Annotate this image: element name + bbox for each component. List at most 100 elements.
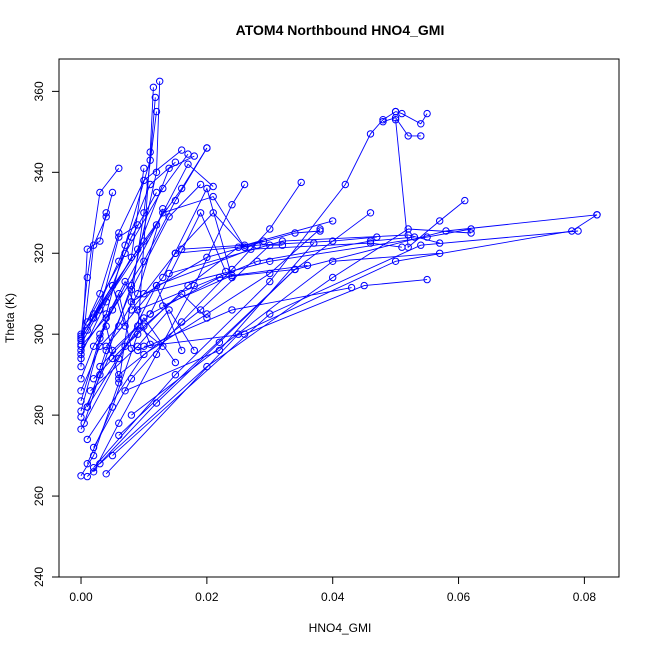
data-point: [77, 350, 85, 359]
data-point: [209, 182, 217, 191]
data-point: [83, 472, 92, 481]
data-point: [297, 178, 305, 187]
data-point: [593, 211, 601, 219]
data-point: [278, 241, 287, 249]
series-line: [86, 212, 371, 477]
series-line: [131, 212, 245, 311]
data-point: [291, 265, 299, 274]
series-line: [93, 155, 195, 319]
data-point: [467, 225, 475, 233]
data-point: [89, 314, 98, 322]
data-point: [134, 306, 142, 314]
data-point: [215, 346, 224, 355]
data-point: [115, 354, 123, 363]
data-point: [146, 156, 154, 164]
data-point: [89, 375, 98, 383]
series-line: [395, 119, 466, 249]
data-point: [149, 83, 158, 92]
data-point: [121, 342, 129, 350]
data-point: [329, 237, 337, 245]
data-point: [196, 306, 205, 314]
series-line: [80, 324, 120, 379]
data-point: [398, 109, 406, 118]
data-point: [266, 257, 274, 265]
data-point: [77, 425, 85, 433]
y-axis-label: Theta (K): [3, 293, 17, 343]
data-point: [329, 273, 337, 282]
data-point: [96, 362, 104, 371]
x-axis: 0.00 0.02 0.04 0.06 0.08: [69, 577, 596, 604]
series-line: [86, 284, 183, 408]
series-line: [118, 214, 598, 436]
x-tick-label: 0.08: [573, 590, 597, 604]
data-point: [574, 227, 582, 235]
data-point: [108, 451, 117, 460]
data-point: [228, 201, 236, 209]
data-point: [171, 371, 180, 379]
series-line: [112, 230, 579, 456]
series-line: [90, 309, 195, 392]
data-point: [228, 273, 236, 282]
data-point: [178, 346, 186, 355]
series-line: [80, 208, 164, 391]
series-line: [168, 234, 440, 274]
data-point: [165, 269, 173, 278]
y-tick-label: 300: [32, 324, 46, 344]
data-point: [196, 209, 205, 217]
data-point: [442, 227, 450, 235]
data-point: [461, 196, 469, 205]
series-line: [93, 147, 208, 315]
data-point: [159, 342, 167, 350]
series-line: [80, 317, 176, 430]
series-line: [99, 211, 227, 367]
data-point: [228, 306, 236, 314]
data-point: [83, 245, 92, 253]
data-point: [127, 344, 136, 353]
series-line: [80, 192, 113, 359]
series-line: [86, 161, 176, 331]
data-point: [347, 283, 356, 292]
series-line: [93, 182, 302, 448]
series-line: [105, 187, 233, 347]
data-point: [140, 290, 148, 298]
x-tick-label: 0.00: [69, 590, 93, 604]
data-point: [77, 340, 85, 348]
data-point: [329, 257, 337, 265]
data-point: [196, 180, 205, 189]
y-tick-label: 320: [32, 243, 46, 263]
data-point: [89, 468, 98, 476]
series-line: [86, 184, 201, 408]
data-point: [115, 164, 123, 173]
data-point: [83, 318, 92, 326]
data-point: [423, 109, 431, 118]
data-point: [146, 310, 154, 318]
data-point: [398, 243, 406, 251]
data-point: [240, 241, 249, 249]
series-line: [105, 214, 598, 475]
data-point: [266, 225, 274, 233]
series-line: [80, 149, 182, 335]
data-point: [436, 217, 444, 225]
data-point: [102, 342, 110, 350]
y-tick-label: 340: [32, 162, 46, 182]
plot-frame: [58, 58, 620, 578]
series-line: [156, 242, 402, 287]
y-tick-label: 360: [32, 81, 46, 101]
data-point: [203, 144, 211, 152]
series-line: [131, 230, 321, 303]
data-point: [152, 107, 161, 116]
series-line: [395, 111, 428, 125]
data-point: [83, 435, 92, 444]
data-point: [360, 281, 368, 290]
data-point: [127, 411, 136, 419]
series-line: [137, 287, 352, 351]
data-point: [115, 431, 123, 440]
series-line: [80, 325, 164, 418]
data-point: [391, 116, 400, 124]
x-tick-label: 0.06: [447, 590, 471, 604]
data-point: [178, 184, 186, 193]
data-point: [266, 277, 274, 286]
data-point: [209, 192, 217, 201]
data-point: [89, 443, 98, 452]
data-point: [156, 77, 164, 86]
